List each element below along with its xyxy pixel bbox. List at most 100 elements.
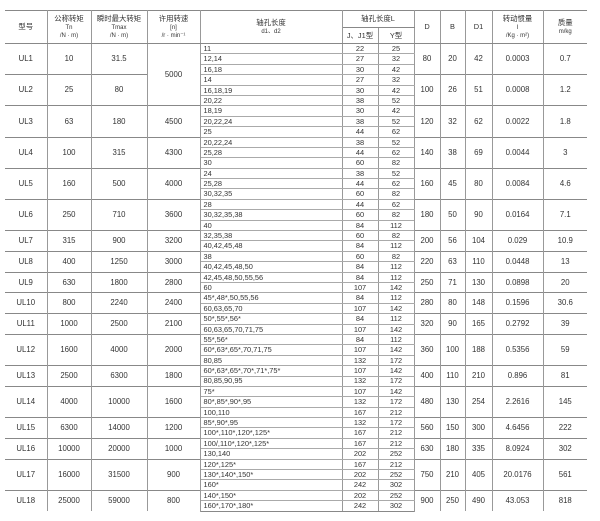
length-y-cell: 32 [377, 53, 414, 65]
length-j-cell: 167 [341, 437, 379, 450]
length-y-cell: 62 [377, 198, 415, 211]
length-j-cell: 44 [341, 126, 379, 138]
length-y-cell: 172 [377, 375, 414, 387]
length-j-cell: 132 [341, 354, 379, 367]
max-torque-cell: 710 [90, 198, 148, 231]
mass-cell: 561 [542, 458, 587, 491]
header-inertia: 转动惯量 I/Kg · m²) [491, 10, 544, 44]
bore-diameter-cell: 60*,63*,65*,70,71,75 [200, 344, 343, 356]
bore-diameter-cell: 160* [200, 479, 343, 491]
nominal-torque-cell: 1600 [46, 333, 92, 366]
max-torque-cell: 4000 [90, 333, 148, 366]
D-cell: 120 [413, 105, 441, 138]
D-cell: 750 [413, 458, 441, 491]
max-torque-cell: 2240 [90, 292, 148, 314]
max-torque-cell: 6300 [90, 365, 148, 387]
model-cell: UL8 [5, 250, 48, 273]
bore-diameter-cell: 100/,110*,120*,125* [199, 437, 343, 450]
D-cell: 280 [413, 292, 441, 314]
bore-diameter-cell: 85*,90*,95 [199, 417, 343, 429]
bore-diameter-cell: 14 [199, 74, 343, 86]
length-y-cell: 252 [377, 468, 414, 481]
header-D: D [413, 10, 441, 44]
length-j-cell: 167 [341, 458, 379, 471]
table-row: UL8 400 1250 3000 38 60 82 220 63 110 0.0448 13 [5, 250, 587, 273]
table-row: UL10 800 2240 2400 45*,48*,50,55,56 84 112 280 8… [5, 292, 587, 314]
mass-cell: 30.6 [542, 292, 587, 314]
length-y-cell: 112 [377, 240, 414, 252]
D1-cell: 490 [464, 489, 493, 512]
table-row: UL9 630 1800 2800 42,45,48,50,55,56 84 112 250 7… [5, 271, 587, 293]
inertia-cell: 0.5356 [491, 333, 544, 366]
D1-cell: 130 [464, 271, 493, 293]
length-y-cell: 52 [377, 136, 415, 148]
table-row: 20,22,24 38 52 [5, 115, 587, 128]
length-y-cell: 112 [377, 292, 415, 304]
length-y-cell: 252 [377, 489, 415, 502]
bore-diameter-cell: 25,28 [200, 146, 343, 159]
table-row: UL17 16000 31500 900 120*,125* 167 212 750 210 40… [5, 458, 587, 491]
model-cell: UL9 [5, 271, 48, 293]
model-cell: UL13 [5, 365, 48, 387]
length-y-cell: 212 [377, 437, 415, 450]
D-cell: 160 [413, 167, 441, 200]
D-cell: 480 [413, 385, 441, 418]
length-y-cell: 82 [377, 230, 415, 242]
header-length: 轴孔长度L [341, 10, 415, 28]
length-y-cell: 212 [377, 458, 415, 471]
nominal-torque-cell: 4000 [46, 385, 92, 418]
bore-diameter-cell: 25 [200, 126, 343, 138]
inertia-cell: 0.1596 [491, 292, 544, 314]
speed-cell: 1600 [146, 385, 201, 418]
length-j-cell: 84 [341, 219, 379, 232]
length-j-cell: 242 [341, 479, 379, 491]
speed-cell: 4300 [146, 136, 201, 169]
B-cell: 210 [439, 458, 466, 491]
table-row: 160*,170*,180* 242 302 [5, 500, 587, 512]
length-j-cell: 60 [341, 209, 379, 221]
table-row: UL7 315 900 3200 32,35,38 60 82 200 56 104 0.029 10… [5, 230, 587, 252]
D-cell: 140 [413, 136, 441, 169]
B-cell: 20 [439, 42, 466, 75]
speed-cell: 2400 [146, 292, 201, 314]
nominal-torque-cell: 400 [46, 250, 92, 273]
bore-diameter-cell: 38 [199, 250, 343, 263]
bore-diameter-cell: 25,28 [200, 178, 343, 190]
D1-cell: 148 [464, 292, 493, 314]
bore-diameter-cell: 20,22 [200, 94, 343, 107]
inertia-cell: 0.0008 [491, 74, 544, 106]
length-j-cell: 22 [341, 42, 379, 55]
length-y-cell: 42 [377, 63, 414, 76]
D1-cell: 51 [464, 74, 493, 106]
length-j-cell: 107 [341, 281, 379, 294]
bore-diameter-cell: 32,35,38 [199, 230, 343, 242]
speed-cell: 2100 [146, 313, 201, 335]
length-j-cell: 84 [341, 261, 379, 273]
max-torque-cell: 14000 [90, 417, 148, 439]
table-row: UL6 250 710 3600 28 44 62 180 50 90 0.0164 7.1 [5, 198, 587, 231]
inertia-cell: 20.0176 [491, 458, 544, 491]
length-j-cell: 60 [341, 188, 379, 200]
B-cell: 90 [439, 313, 466, 335]
bore-diameter-cell: 12,14 [200, 53, 343, 65]
bore-diameter-cell: 30,32,35 [200, 188, 343, 200]
length-y-cell: 302 [377, 500, 414, 512]
model-cell: UL4 [5, 136, 48, 169]
model-cell: UL7 [5, 230, 48, 252]
max-torque-cell: 1250 [90, 250, 148, 273]
speed-cell: 2000 [146, 333, 201, 366]
mass-cell: 145 [542, 385, 587, 418]
D-cell: 560 [413, 417, 441, 439]
model-cell: UL10 [5, 292, 48, 314]
B-cell: 45 [439, 167, 466, 200]
bore-diameter-cell: 60 [200, 281, 343, 294]
table-row: UL12 1600 4000 2000 55*,56* 84 112 360 100 188 0.5… [5, 333, 587, 366]
mass-cell: 302 [542, 437, 587, 460]
bore-diameter-cell: 28 [199, 198, 343, 211]
inertia-cell: 2.2616 [491, 385, 544, 418]
max-torque-cell: 500 [90, 167, 148, 200]
inertia-cell: 0.0022 [491, 105, 544, 138]
D-cell: 200 [413, 230, 441, 252]
nominal-torque-cell: 2500 [46, 365, 92, 387]
model-cell: UL12 [5, 333, 48, 366]
